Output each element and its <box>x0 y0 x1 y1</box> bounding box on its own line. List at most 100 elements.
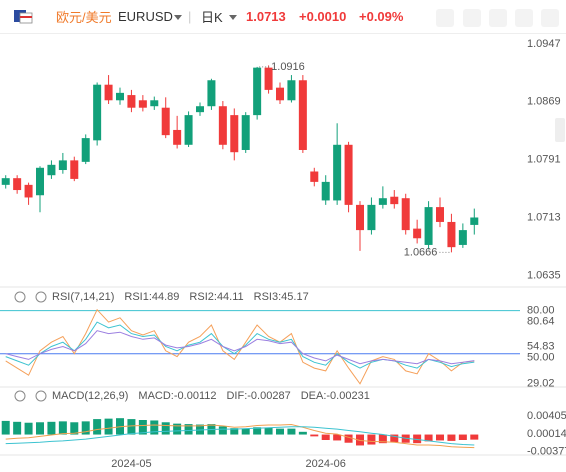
candle-body <box>470 217 479 225</box>
legend-name: RSI1: <box>124 291 152 303</box>
macd-bar <box>104 418 113 435</box>
macd-bar <box>161 422 170 435</box>
annotation-label: 1.0916 <box>271 61 305 73</box>
eye-icon[interactable] <box>14 390 26 402</box>
candle-body <box>196 106 204 113</box>
legend-value: 45.17 <box>281 291 309 303</box>
macd-bar <box>24 422 33 435</box>
x-tick-label: 2024-05 <box>111 458 151 470</box>
close-icon[interactable] <box>541 9 559 27</box>
candle-body <box>93 84 102 141</box>
y-tick-label: -0.00377 <box>527 446 566 458</box>
annotation-label: 1.0666 <box>404 246 438 258</box>
legend-value: 44.89 <box>152 291 180 303</box>
candle-body <box>138 100 147 108</box>
dropdown-arrow[interactable] <box>174 15 182 21</box>
candle-body <box>333 144 342 201</box>
macd-bar <box>47 421 56 435</box>
macd-bar <box>447 434 456 441</box>
side-handle[interactable] <box>555 118 565 142</box>
macd-bar <box>1 420 10 435</box>
candle-body <box>356 204 364 231</box>
candle-body <box>298 80 307 150</box>
eye-icon[interactable] <box>14 291 26 303</box>
macd-bar <box>127 419 136 435</box>
legend-name: RSI2: <box>189 291 217 303</box>
macd-bar <box>390 434 399 443</box>
candle-body <box>436 207 444 222</box>
y-tick-label: 1.0713 <box>527 211 561 223</box>
y-tick-label: 0.00405 <box>527 410 566 422</box>
tool-icon[interactable] <box>463 9 481 27</box>
macd-bar <box>93 419 102 435</box>
macd-bar <box>310 434 319 437</box>
macd-line <box>5 426 475 446</box>
legend-value: -0.00287 <box>247 390 290 402</box>
macd-bar <box>58 421 67 435</box>
macd-bar <box>333 434 342 441</box>
macd-bar <box>378 434 387 444</box>
tool-icon[interactable] <box>489 9 507 27</box>
candle-body <box>36 167 44 196</box>
macd-bar <box>276 428 284 435</box>
settings-icon[interactable] <box>35 390 47 402</box>
dropdown-arrow[interactable] <box>229 15 237 21</box>
candle-body <box>378 198 387 205</box>
indicator-title: RSI(7,14,21) <box>52 291 114 303</box>
tool-icon[interactable] <box>436 9 454 27</box>
macd-bar <box>138 420 147 435</box>
toolbar: 欧元/美元 EURUSD | 日K 1.0713 +0.0010 +0.09% <box>0 0 566 34</box>
candle-body <box>367 204 376 231</box>
indicator-line <box>5 321 475 369</box>
macd-bar <box>184 424 193 435</box>
separator: | <box>188 9 192 24</box>
settings-icon[interactable] <box>35 291 47 303</box>
legend-value: -0.00112 <box>174 390 217 402</box>
macd-bar <box>218 426 227 435</box>
y-tick-label: 1.0947 <box>527 38 561 50</box>
candle-body <box>13 178 22 191</box>
symbol[interactable]: EURUSD <box>118 9 173 24</box>
macd-bar <box>241 428 250 435</box>
candle-body <box>70 160 79 179</box>
y-tick-label: 1.0791 <box>527 154 561 166</box>
tool-icon[interactable] <box>515 9 533 27</box>
candle-body <box>447 221 456 248</box>
change: +0.0010 <box>299 9 347 24</box>
y-tick-label: 0.00014 <box>527 428 566 440</box>
period[interactable]: 日K <box>201 10 223 25</box>
macd-bar <box>458 434 467 440</box>
y-tick-label: 80.64 <box>527 316 555 328</box>
indicator-line <box>5 330 475 365</box>
candle-body <box>116 92 124 101</box>
candle-body <box>344 144 353 205</box>
macd-bar <box>36 422 44 435</box>
macd-line <box>5 423 475 449</box>
macd-bar <box>13 421 22 435</box>
candle-body <box>127 95 136 108</box>
candle-body <box>207 80 216 107</box>
legend-name: DIF: <box>226 390 247 402</box>
candle-body <box>413 228 422 239</box>
pair-name[interactable]: 欧元/美元 <box>56 10 112 25</box>
legend-value: -0.00231 <box>326 390 369 402</box>
y-tick-label: 50.00 <box>527 352 555 364</box>
macd-bar <box>321 434 330 440</box>
macd-bar <box>367 434 376 445</box>
price: 1.0713 <box>246 9 286 24</box>
macd-bar <box>344 434 353 443</box>
candle-body <box>173 129 182 145</box>
candle-body <box>47 164 56 176</box>
indicator-line <box>5 308 475 385</box>
candle-body <box>230 115 239 153</box>
macd-bar <box>70 422 79 435</box>
candle-body <box>1 178 10 185</box>
candle-body <box>287 80 296 101</box>
x-tick-label: 2024-06 <box>306 458 346 470</box>
y-tick-label: 1.0869 <box>527 96 561 108</box>
macd-bar <box>470 434 479 440</box>
indicator-title: MACD(12,26,9) <box>52 390 128 402</box>
macd-bar <box>424 434 433 442</box>
